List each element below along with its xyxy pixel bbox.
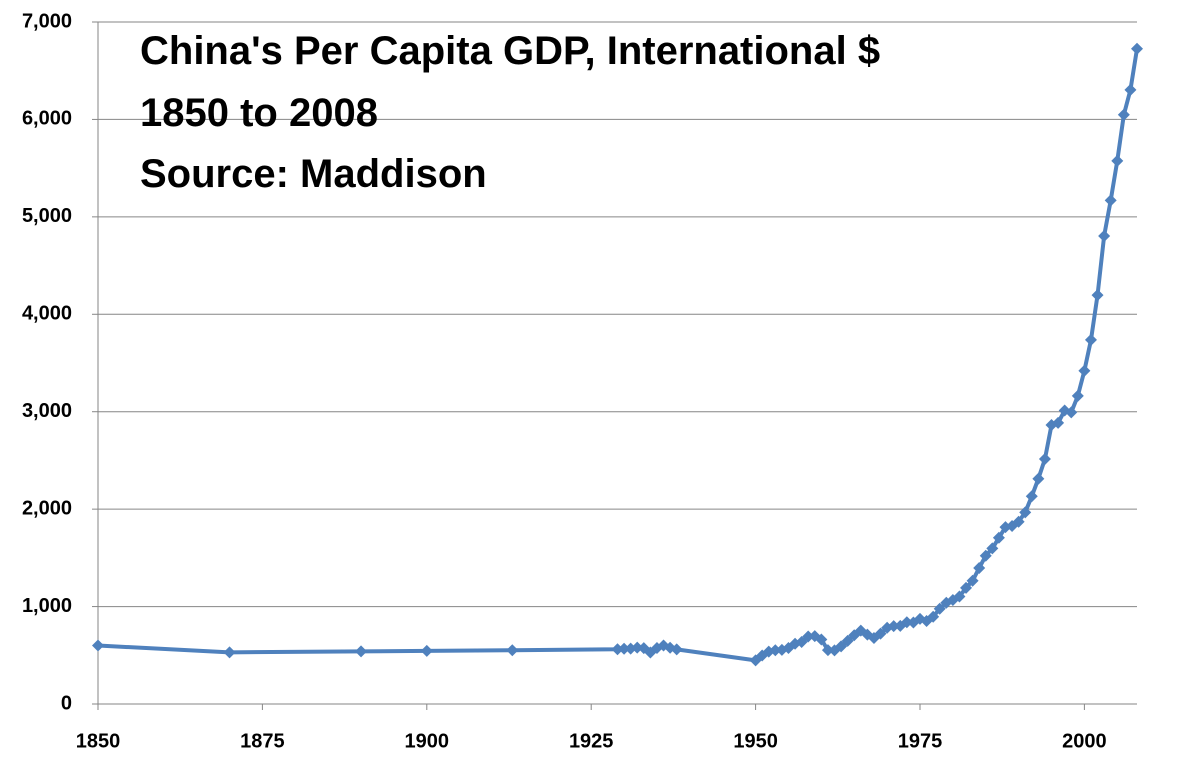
data-point [933, 602, 946, 615]
data-point [223, 646, 236, 659]
data-point [841, 634, 854, 647]
data-point [992, 531, 1005, 544]
data-point [618, 642, 631, 655]
data-point [960, 581, 973, 594]
data-point [927, 610, 940, 623]
data-point [1104, 194, 1117, 207]
data-point [506, 644, 519, 657]
data-point [92, 639, 104, 652]
data-point [631, 641, 644, 654]
x-tick-label: 1925 [569, 730, 614, 752]
x-tick-label: 1850 [76, 730, 121, 752]
y-tick-label: 4,000 [22, 303, 72, 325]
data-point [815, 633, 828, 646]
data-point [1038, 452, 1051, 465]
y-tick-label: 3,000 [22, 400, 72, 422]
data-point [1098, 230, 1111, 243]
data-point [986, 542, 999, 555]
chart-title: China's Per Capita GDP, International $ [140, 29, 880, 73]
data-point [355, 645, 368, 658]
y-tick-label: 5,000 [22, 205, 72, 227]
data-point [821, 644, 834, 657]
data-point [1111, 154, 1124, 167]
y-tick-label: 7,000 [22, 10, 72, 32]
x-tick-label: 2000 [1062, 730, 1107, 752]
data-point [835, 640, 848, 653]
data-point [611, 643, 624, 656]
data-point [769, 644, 782, 657]
data-point [973, 561, 986, 574]
chart-source: Source: Maddison [140, 152, 487, 196]
data-point [1012, 515, 1025, 528]
data-point [1071, 389, 1084, 402]
data-point [979, 549, 992, 562]
data-point [953, 590, 966, 603]
y-tick-label: 2,000 [22, 497, 72, 519]
x-tick-label: 1950 [733, 730, 778, 752]
data-point [670, 643, 683, 656]
x-tick-label: 1900 [405, 730, 450, 752]
data-point [802, 630, 815, 643]
data-point [1032, 472, 1045, 485]
data-point [874, 627, 887, 640]
data-point [795, 635, 808, 648]
data-point [1025, 490, 1038, 503]
x-tick-label: 1975 [898, 730, 943, 752]
data-point [1131, 42, 1143, 55]
chart-subtitle: 1850 to 2008 [140, 91, 378, 135]
data-point [1078, 364, 1091, 377]
data-point [1065, 406, 1078, 419]
data-point [887, 620, 900, 633]
data-point [1124, 83, 1137, 96]
x-tick-label: 1875 [240, 730, 285, 752]
data-point [1052, 416, 1065, 429]
data-point [1091, 289, 1104, 302]
data-point [966, 574, 979, 587]
data-point [1084, 333, 1097, 346]
y-tick-label: 0 [61, 692, 72, 714]
data-point [1019, 506, 1032, 519]
data-point [900, 616, 913, 629]
y-tick-label: 1,000 [22, 595, 72, 617]
data-point [420, 644, 433, 657]
y-tick-label: 6,000 [22, 108, 72, 130]
data-point [1117, 108, 1130, 121]
